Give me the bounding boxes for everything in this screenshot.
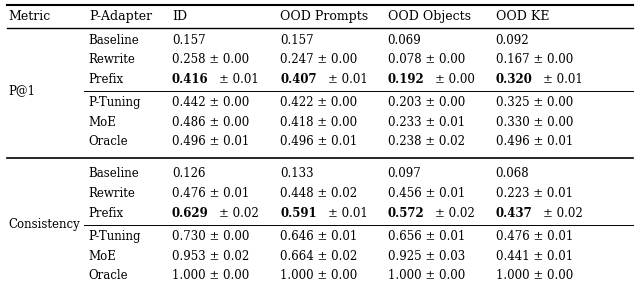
Text: 0.157: 0.157 xyxy=(172,34,205,47)
Text: 0.953 ± 0.02: 0.953 ± 0.02 xyxy=(172,250,249,263)
Text: ± 0.02: ± 0.02 xyxy=(435,206,475,220)
Text: 1.000 ± 0.00: 1.000 ± 0.00 xyxy=(172,269,249,282)
Text: ID: ID xyxy=(172,10,187,23)
Text: ± 0.01: ± 0.01 xyxy=(543,73,582,86)
Text: 0.192: 0.192 xyxy=(388,73,424,86)
Text: 0.730 ± 0.00: 0.730 ± 0.00 xyxy=(172,230,249,243)
Text: 0.069: 0.069 xyxy=(388,34,422,47)
Text: 0.416: 0.416 xyxy=(172,73,209,86)
Text: 0.476 ± 0.01: 0.476 ± 0.01 xyxy=(172,187,249,200)
Text: Baseline: Baseline xyxy=(89,34,140,47)
Text: 0.097: 0.097 xyxy=(388,167,422,180)
Text: 0.068: 0.068 xyxy=(495,167,529,180)
Text: Consistency: Consistency xyxy=(8,218,80,231)
Text: 0.157: 0.157 xyxy=(280,34,314,47)
Text: 0.223 ± 0.01: 0.223 ± 0.01 xyxy=(495,187,573,200)
Text: Oracle: Oracle xyxy=(89,135,129,149)
Text: 0.092: 0.092 xyxy=(495,34,529,47)
Text: 0.442 ± 0.00: 0.442 ± 0.00 xyxy=(172,96,249,109)
Text: P-Adapter: P-Adapter xyxy=(89,10,152,23)
Text: Rewrite: Rewrite xyxy=(89,53,136,66)
Text: 1.000 ± 0.00: 1.000 ± 0.00 xyxy=(495,269,573,282)
Text: ± 0.01: ± 0.01 xyxy=(219,73,259,86)
Text: 0.330 ± 0.00: 0.330 ± 0.00 xyxy=(495,116,573,129)
Text: 0.167 ± 0.00: 0.167 ± 0.00 xyxy=(495,53,573,66)
Text: 0.418 ± 0.00: 0.418 ± 0.00 xyxy=(280,116,358,129)
Text: 0.407: 0.407 xyxy=(280,73,317,86)
Text: 0.572: 0.572 xyxy=(388,206,424,220)
Text: 0.456 ± 0.01: 0.456 ± 0.01 xyxy=(388,187,465,200)
Text: 0.325 ± 0.00: 0.325 ± 0.00 xyxy=(495,96,573,109)
Text: 0.133: 0.133 xyxy=(280,167,314,180)
Text: ± 0.02: ± 0.02 xyxy=(543,206,582,220)
Text: Baseline: Baseline xyxy=(89,167,140,180)
Text: Prefix: Prefix xyxy=(89,73,124,86)
Text: 0.486 ± 0.00: 0.486 ± 0.00 xyxy=(172,116,249,129)
Text: 0.233 ± 0.01: 0.233 ± 0.01 xyxy=(388,116,465,129)
Text: Rewrite: Rewrite xyxy=(89,187,136,200)
Text: ± 0.00: ± 0.00 xyxy=(435,73,475,86)
Text: 0.925 ± 0.03: 0.925 ± 0.03 xyxy=(388,250,465,263)
Text: 0.629: 0.629 xyxy=(172,206,209,220)
Text: MoE: MoE xyxy=(89,116,116,129)
Text: 0.078 ± 0.00: 0.078 ± 0.00 xyxy=(388,53,465,66)
Text: 0.320: 0.320 xyxy=(495,73,532,86)
Text: 0.437: 0.437 xyxy=(495,206,532,220)
Text: 0.258 ± 0.00: 0.258 ± 0.00 xyxy=(172,53,249,66)
Text: Oracle: Oracle xyxy=(89,269,129,282)
Text: 0.664 ± 0.02: 0.664 ± 0.02 xyxy=(280,250,358,263)
Text: Prefix: Prefix xyxy=(89,206,124,220)
Text: P@1: P@1 xyxy=(8,84,35,97)
Text: 0.203 ± 0.00: 0.203 ± 0.00 xyxy=(388,96,465,109)
Text: 0.476 ± 0.01: 0.476 ± 0.01 xyxy=(495,230,573,243)
Text: 0.126: 0.126 xyxy=(172,167,205,180)
Text: 0.496 ± 0.01: 0.496 ± 0.01 xyxy=(280,135,358,149)
Text: OOD KE: OOD KE xyxy=(495,10,549,23)
Text: 0.247 ± 0.00: 0.247 ± 0.00 xyxy=(280,53,358,66)
Text: ± 0.01: ± 0.01 xyxy=(328,206,367,220)
Text: 0.448 ± 0.02: 0.448 ± 0.02 xyxy=(280,187,358,200)
Text: 0.646 ± 0.01: 0.646 ± 0.01 xyxy=(280,230,358,243)
Text: ± 0.02: ± 0.02 xyxy=(219,206,259,220)
Text: 0.238 ± 0.02: 0.238 ± 0.02 xyxy=(388,135,465,149)
Text: OOD Prompts: OOD Prompts xyxy=(280,10,369,23)
Text: P-Tuning: P-Tuning xyxy=(89,230,141,243)
Text: Metric: Metric xyxy=(8,10,51,23)
Text: OOD Objects: OOD Objects xyxy=(388,10,470,23)
Text: 0.422 ± 0.00: 0.422 ± 0.00 xyxy=(280,96,358,109)
Text: ± 0.01: ± 0.01 xyxy=(328,73,367,86)
Text: 0.656 ± 0.01: 0.656 ± 0.01 xyxy=(388,230,465,243)
Text: 0.496 ± 0.01: 0.496 ± 0.01 xyxy=(172,135,249,149)
Text: 1.000 ± 0.00: 1.000 ± 0.00 xyxy=(280,269,358,282)
Text: MoE: MoE xyxy=(89,250,116,263)
Text: 0.441 ± 0.01: 0.441 ± 0.01 xyxy=(495,250,573,263)
Text: P-Tuning: P-Tuning xyxy=(89,96,141,109)
Text: 0.496 ± 0.01: 0.496 ± 0.01 xyxy=(495,135,573,149)
Text: 1.000 ± 0.00: 1.000 ± 0.00 xyxy=(388,269,465,282)
Text: 0.591: 0.591 xyxy=(280,206,317,220)
